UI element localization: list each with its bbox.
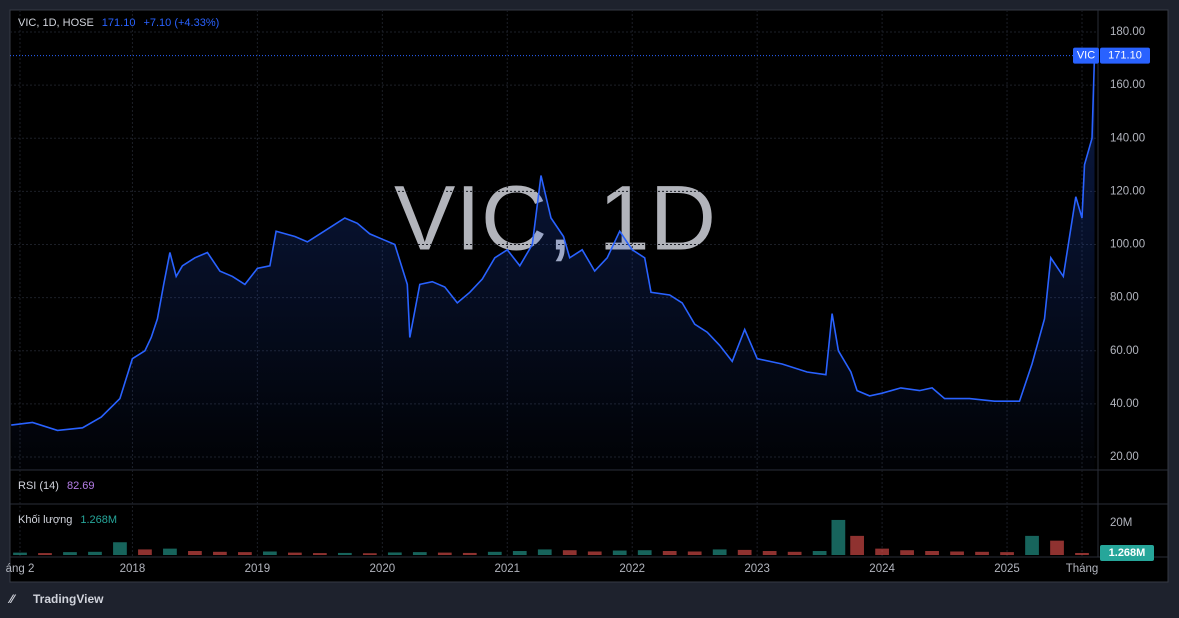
volume-bar <box>662 551 677 555</box>
volume-bar <box>537 549 552 555</box>
volume-bar <box>1050 540 1064 555</box>
volume-bar <box>687 551 702 555</box>
x-tick-label: áng 2 <box>6 563 35 575</box>
indicator-value: 82.69 <box>67 480 95 492</box>
volume-bar <box>812 551 827 555</box>
volume-bar <box>712 549 727 555</box>
chart-title: VIC, 1D, HOSE <box>18 17 94 29</box>
volume-bar <box>337 552 352 555</box>
x-tick-label: 2025 <box>994 563 1020 575</box>
series-tag <box>1073 47 1099 64</box>
volume-bar <box>612 550 627 555</box>
volume-bar <box>925 551 939 555</box>
brand: TradingView <box>33 592 104 606</box>
x-tick-label: 2018 <box>120 563 146 575</box>
last-price-tag <box>1100 47 1150 64</box>
y-tick-label: 20.00 <box>1110 451 1139 463</box>
price-change: +7.10 (+4.33%) <box>143 17 219 29</box>
volume-bar <box>787 551 802 555</box>
volume-bar <box>1025 535 1039 555</box>
indicator-value: 1.268M <box>80 514 117 526</box>
volume-bar <box>13 552 27 555</box>
volume-bar <box>63 552 77 555</box>
volume-bar <box>412 552 427 555</box>
volume-tag <box>1100 544 1154 561</box>
volume-bar <box>875 548 889 555</box>
y-tick-label: 140.00 <box>1110 132 1145 144</box>
volume-bar <box>637 550 652 555</box>
volume-bar <box>163 548 177 555</box>
volume-bar <box>213 551 227 555</box>
volume-bar <box>850 535 864 555</box>
x-tick-label: 2020 <box>370 563 396 575</box>
volume-bar <box>975 551 989 555</box>
volume-bar <box>562 550 577 555</box>
volume-bar <box>88 551 102 555</box>
volume-bar <box>263 551 277 555</box>
volume-bar <box>38 553 52 555</box>
price-line <box>11 55 1096 432</box>
volume-bar <box>188 551 202 555</box>
x-tick-label: 2022 <box>619 563 645 575</box>
y-tick-label: 80.00 <box>1110 292 1139 304</box>
x-tick-label: 2019 <box>245 563 271 575</box>
indicator-title: RSI (14) <box>18 480 59 492</box>
x-tick-label: Tháng <box>1066 563 1099 575</box>
volume-bar <box>950 551 964 555</box>
y-tick-label: 180.00 <box>1110 26 1145 38</box>
volume-bar <box>1075 552 1089 555</box>
volume-bar <box>312 553 327 555</box>
logo-mark: ⁄⁄ <box>7 592 17 606</box>
volume-bar <box>737 549 752 555</box>
volume-tag-label: 1.268M <box>1109 547 1146 559</box>
x-tick-label: 2021 <box>494 563 520 575</box>
x-tick-label: 2023 <box>744 563 770 575</box>
price-area <box>11 55 1095 470</box>
volume-bar <box>1000 552 1014 555</box>
volume-bar <box>238 552 252 555</box>
volume-bar <box>462 552 477 555</box>
volume-bar <box>587 551 602 555</box>
y-tick-label: 120.00 <box>1110 185 1145 197</box>
last-price: 171.10 <box>102 17 136 29</box>
volume-bar <box>762 551 777 555</box>
volume-bar <box>512 551 527 555</box>
indicator-title: Khối lượng <box>18 514 72 526</box>
volume-bar <box>831 519 846 555</box>
y-tick-label: 160.00 <box>1110 79 1145 91</box>
volume-bar <box>437 552 452 555</box>
last-price-tag-label: 171.10 <box>1108 50 1142 62</box>
volume-bar <box>362 553 377 555</box>
y-tick-label: 60.00 <box>1110 345 1139 357</box>
volume-bar <box>287 552 302 555</box>
y-tick-label: 100.00 <box>1110 239 1145 251</box>
series-tag-label: VIC <box>1077 50 1095 62</box>
volume-bar <box>138 549 152 555</box>
volume-bar <box>487 551 502 555</box>
y-tick-label: 40.00 <box>1110 398 1139 410</box>
volume-bar <box>113 542 127 555</box>
volume-bar <box>387 552 402 555</box>
y-tick-label: 20M <box>1110 517 1132 529</box>
volume-bar <box>900 550 914 555</box>
x-tick-label: 2024 <box>869 563 895 575</box>
